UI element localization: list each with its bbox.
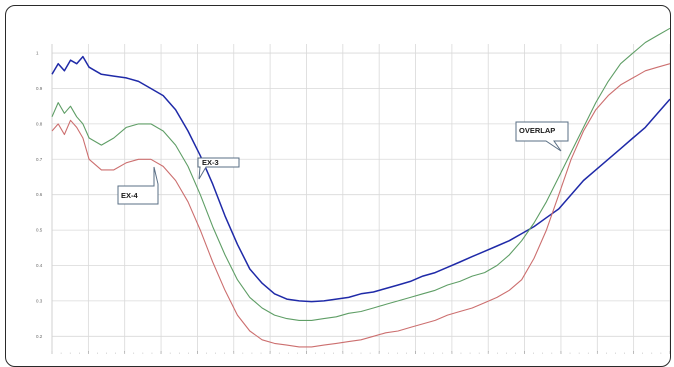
y-tick-label: 0.4 bbox=[36, 263, 43, 268]
series-line-0 bbox=[51, 55, 670, 303]
callout-overlap: OVERLAP bbox=[515, 121, 569, 152]
y-tick-label: 1 bbox=[36, 51, 39, 56]
y-tick-label: 0.6 bbox=[36, 192, 43, 197]
y-tick-label: 0.8 bbox=[36, 121, 43, 126]
callout-ex4-label: EX-4 bbox=[121, 191, 139, 200]
series-line-1 bbox=[51, 27, 670, 321]
y-tick-label: 0.7 bbox=[36, 157, 43, 162]
chart-frame: 0.2 0.3 0.4 0.5 0.6 0.7 0.8 0.9 1 EX-3 EX-4 OVER… bbox=[5, 5, 671, 367]
callout-overlap-label: OVERLAP bbox=[519, 126, 555, 135]
callout-ex3-label: EX-3 bbox=[202, 158, 219, 167]
callout-ex3: EX-3 bbox=[197, 157, 240, 180]
y-tick-label: 0.3 bbox=[36, 298, 43, 303]
y-axis-ticks: 0.2 0.3 0.4 0.5 0.6 0.7 0.8 0.9 1 bbox=[36, 51, 43, 339]
callout-ex4: EX-4 bbox=[117, 166, 159, 205]
series-lines bbox=[51, 27, 670, 348]
y-tick-label: 0.2 bbox=[36, 334, 43, 339]
line-chart: 0.2 0.3 0.4 0.5 0.6 0.7 0.8 0.9 1 EX-3 EX-4 OVER… bbox=[36, 27, 670, 354]
y-tick-label: 0.5 bbox=[36, 228, 43, 233]
series-line-2 bbox=[51, 63, 670, 348]
y-tick-label: 0.9 bbox=[36, 86, 43, 91]
callouts: EX-3 EX-4 OVERLAP bbox=[117, 121, 569, 205]
